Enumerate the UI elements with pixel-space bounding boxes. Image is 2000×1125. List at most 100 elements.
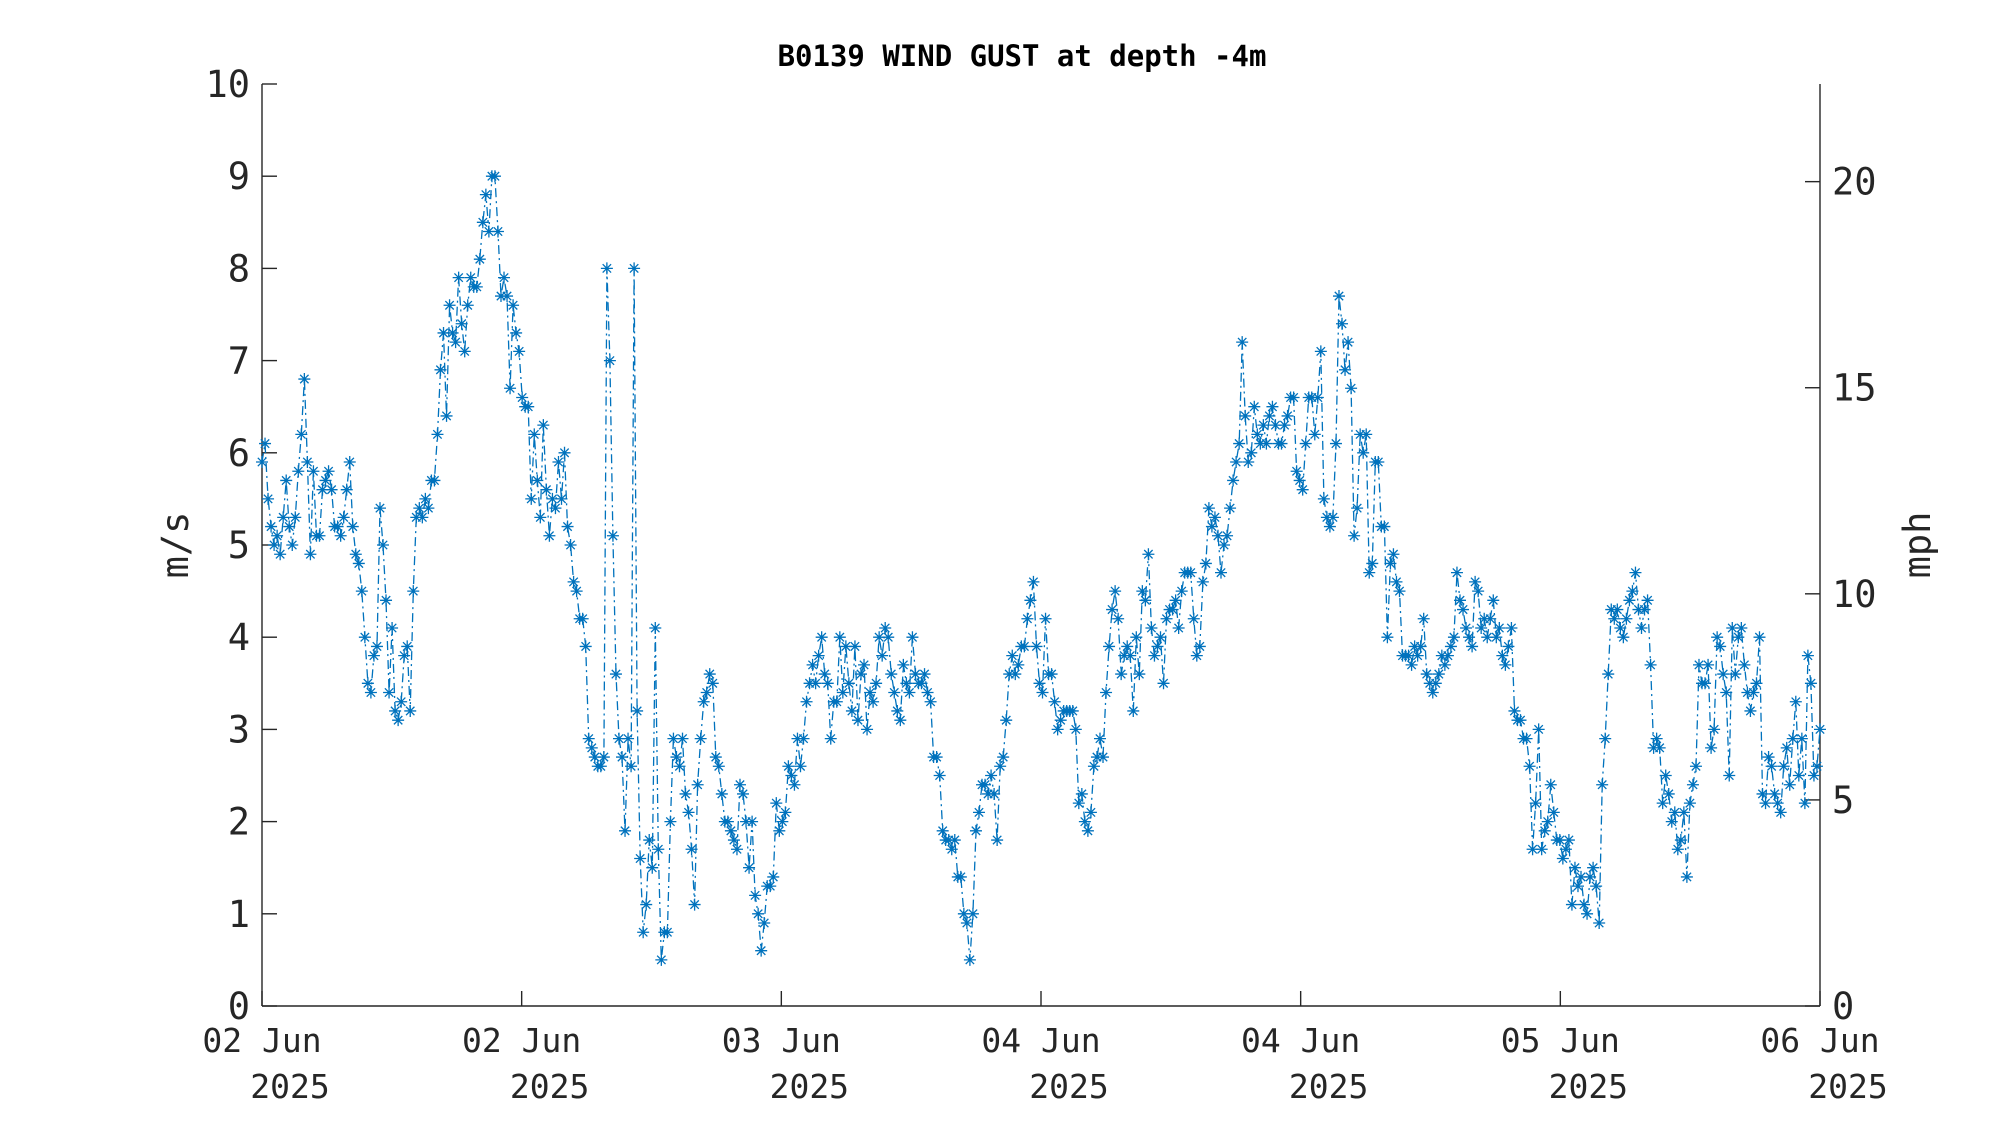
y-tick-label-left: 10: [205, 63, 250, 106]
data-point: [1750, 677, 1763, 690]
data-point: [1581, 907, 1594, 920]
data-point: [340, 483, 353, 496]
data-point: [322, 465, 335, 478]
data-point: [380, 594, 393, 607]
data-point: [906, 631, 919, 644]
data-point: [337, 511, 350, 524]
data-point: [1499, 658, 1512, 671]
data-point: [1765, 760, 1778, 773]
data-point: [640, 898, 653, 911]
data-point: [888, 686, 901, 699]
data-point: [864, 686, 877, 699]
data-point: [1602, 668, 1615, 681]
data-point: [1475, 621, 1488, 634]
data-point: [818, 668, 831, 681]
data-point: [1671, 843, 1684, 856]
data-point: [1626, 585, 1639, 598]
data-point: [383, 686, 396, 699]
data-point: [1565, 898, 1578, 911]
data-point: [1332, 290, 1345, 303]
data-point: [1759, 797, 1772, 810]
data-point: [280, 474, 293, 487]
data-point: [1381, 631, 1394, 644]
data-point: [1100, 686, 1113, 699]
data-point: [1747, 686, 1760, 699]
data-point: [788, 778, 801, 791]
data-point: [758, 917, 771, 930]
x-tick-label-year: 2025: [1808, 1067, 1887, 1106]
data-point: [609, 668, 622, 681]
data-point: [1299, 437, 1312, 450]
data-point: [428, 474, 441, 487]
data-point: [1245, 446, 1258, 459]
data-point: [1578, 898, 1591, 911]
data-point: [1366, 557, 1379, 570]
data-point: [903, 686, 916, 699]
data-point: [1326, 511, 1339, 524]
data-point: [588, 751, 601, 764]
data-point: [979, 778, 992, 791]
data-point: [1553, 834, 1566, 847]
data-point: [473, 253, 486, 266]
data-point: [1145, 621, 1158, 634]
data-point: [416, 511, 429, 524]
data-point: [703, 668, 716, 681]
data-point: [791, 732, 804, 745]
data-point: [1009, 668, 1022, 681]
data-point: [1469, 575, 1482, 588]
y-tick-label-right: 15: [1832, 367, 1877, 410]
data-point: [1650, 732, 1663, 745]
data-point: [969, 824, 982, 837]
data-point: [1605, 603, 1618, 616]
data-point: [773, 824, 786, 837]
data-point: [1139, 594, 1152, 607]
data-point: [670, 751, 683, 764]
y-tick-label-left: 8: [228, 247, 250, 290]
data-point: [446, 326, 459, 339]
data-point: [1792, 769, 1805, 782]
data-point: [1124, 649, 1137, 662]
data-point: [721, 815, 734, 828]
data-point: [743, 861, 756, 874]
data-point: [933, 769, 946, 782]
data-point: [1199, 557, 1212, 570]
data-point: [1505, 621, 1518, 634]
data-point: [585, 741, 598, 754]
data-point: [1323, 520, 1336, 533]
data-point: [715, 787, 728, 800]
data-point: [1774, 806, 1787, 819]
data-point: [1218, 539, 1231, 551]
data-point: [1351, 502, 1364, 515]
data-point: [449, 336, 462, 349]
data-point: [564, 539, 577, 551]
data-point: [1257, 419, 1270, 432]
data-point: [1414, 640, 1427, 653]
data-point: [1393, 585, 1406, 598]
data-point: [431, 428, 444, 441]
data-point: [455, 317, 468, 330]
data-point: [1263, 409, 1276, 422]
data-point: [1777, 760, 1790, 773]
data-point: [776, 815, 789, 828]
data-point: [646, 861, 659, 874]
data-point: [543, 529, 556, 542]
data-point: [407, 585, 420, 598]
data-point: [313, 529, 326, 542]
data-point: [1780, 741, 1793, 754]
data-point: [358, 631, 371, 644]
data-point: [882, 631, 895, 644]
data-point: [667, 732, 680, 745]
data-point: [552, 456, 565, 469]
data-point: [752, 907, 765, 920]
data-point: [576, 612, 589, 625]
data-point: [1311, 391, 1324, 404]
data-point: [997, 751, 1010, 764]
data-point: [1662, 787, 1675, 800]
data-point: [679, 787, 692, 800]
data-point: [1148, 649, 1161, 662]
data-point: [1444, 640, 1457, 653]
data-point: [537, 419, 550, 432]
data-point: [712, 760, 725, 773]
data-point: [830, 695, 843, 708]
data-point: [1429, 677, 1442, 690]
